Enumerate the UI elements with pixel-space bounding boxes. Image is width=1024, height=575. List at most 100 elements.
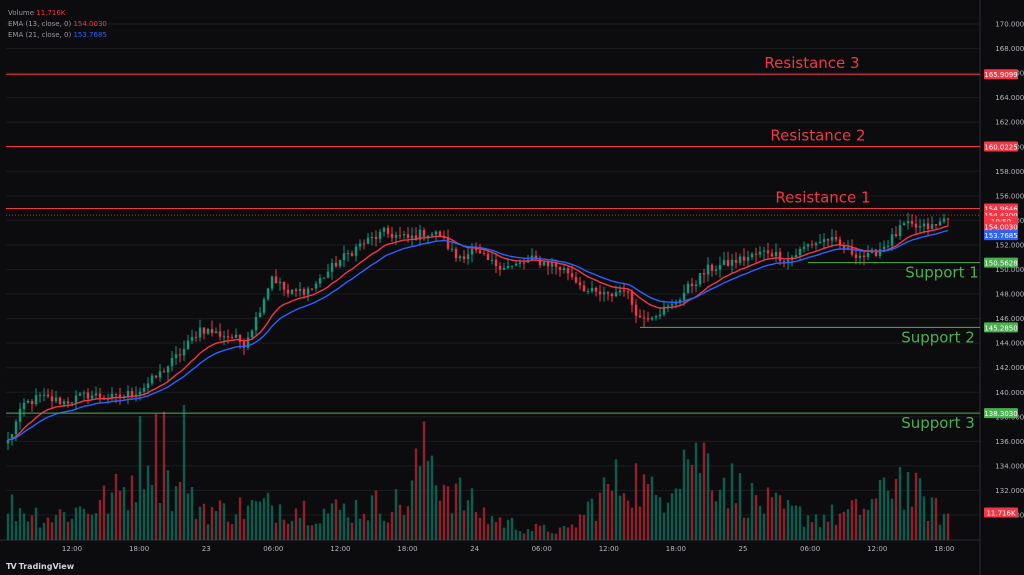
candle-body: [70, 402, 74, 404]
candle-body: [398, 235, 402, 237]
candle-body: [934, 224, 938, 226]
legend-ema-fast-value: 154.0030: [73, 20, 107, 28]
volume-bar: [442, 484, 446, 540]
candle-body: [206, 328, 210, 334]
candle-body: [330, 262, 334, 272]
candle-body: [194, 336, 198, 338]
volume-bar: [158, 503, 162, 540]
candle-body: [686, 283, 690, 293]
candle-body: [42, 394, 46, 396]
volume-bar: [218, 500, 222, 540]
volume-bar: [410, 480, 414, 540]
volume-bar: [222, 503, 226, 540]
volume-bar: [570, 524, 574, 540]
volume-bar: [366, 520, 370, 540]
candle-body: [78, 393, 82, 396]
candle-body: [406, 234, 410, 239]
volume-bar: [86, 513, 90, 540]
candle-body: [462, 256, 466, 259]
price-badge-bg: [984, 230, 1018, 241]
candle-body: [418, 229, 422, 240]
tradingview-name: TradingView: [18, 562, 75, 571]
volume-bar: [126, 510, 130, 540]
candle-body: [706, 264, 710, 275]
volume-bar: [306, 525, 310, 540]
volume-bar: [418, 466, 422, 540]
volume-bar: [6, 513, 10, 540]
volume-bar: [542, 524, 546, 540]
candle-body: [922, 223, 926, 227]
candle-body: [150, 375, 154, 384]
volume-bar: [814, 514, 818, 540]
volume-bar: [534, 523, 538, 540]
volume-bar: [538, 525, 542, 540]
legend-ema-fast[interactable]: EMA (13, close, 0) 154.0030: [8, 19, 107, 30]
candle-body: [906, 221, 910, 224]
ema-lines: [7, 225, 949, 441]
indicator-legend: Volume 11.716K EMA (13, close, 0) 154.00…: [8, 8, 107, 41]
volume-bar: [26, 521, 30, 540]
volume-bars: [6, 405, 950, 540]
legend-volume[interactable]: Volume 11.716K: [8, 8, 107, 19]
candle-body: [626, 291, 630, 293]
volume-bar: [262, 498, 266, 540]
level-label-resistance-3: Resistance 3: [764, 54, 859, 72]
candle-body: [674, 303, 678, 305]
volume-bar: [338, 509, 342, 540]
volume-bar: [346, 517, 350, 540]
candle-body: [498, 265, 502, 270]
candle-body: [634, 304, 638, 316]
tradingview-logo[interactable]: TV TradingView: [6, 562, 74, 571]
time-tick-label: 06:00: [800, 545, 820, 553]
volume-bar: [450, 513, 454, 540]
candle-body: [930, 224, 934, 230]
volume-bar: [938, 524, 942, 540]
candle-body: [238, 334, 242, 342]
volume-bar: [846, 509, 850, 540]
volume-bar: [42, 522, 46, 540]
candle-body: [942, 218, 946, 222]
volume-bar: [302, 500, 306, 540]
price-tick-label: 152.0000: [995, 241, 1024, 249]
volume-bar: [162, 411, 166, 540]
candle-body: [446, 237, 450, 249]
candle-body: [290, 289, 294, 294]
volume-bar: [214, 511, 218, 540]
candle-body: [714, 269, 718, 271]
volume-bar: [830, 504, 834, 540]
volume-bar: [546, 531, 550, 540]
candle-body: [230, 337, 234, 339]
candle-body: [850, 247, 854, 255]
volume-bar: [210, 507, 214, 540]
ema-21-line: [7, 229, 949, 441]
volume-bar: [478, 517, 482, 540]
volume-bar: [578, 514, 582, 540]
candle-body: [810, 244, 814, 246]
price-badge: 153.7685: [984, 232, 1017, 240]
level-price-badge-bg: [984, 408, 1018, 419]
volume-bar: [642, 474, 646, 540]
candle-body: [378, 231, 382, 239]
candle-body: [390, 233, 394, 238]
level-price-badge-bg: [984, 69, 1018, 80]
volume-bar: [438, 500, 442, 540]
volume-bar: [114, 473, 118, 540]
candle-body: [574, 277, 578, 283]
candle-body: [862, 255, 866, 257]
volume-bar: [902, 509, 906, 540]
volume-bar: [786, 499, 790, 540]
candle-body: [814, 243, 818, 246]
volume-bar: [574, 527, 578, 540]
candle-body: [710, 264, 714, 271]
volume-bar: [862, 508, 866, 540]
legend-ema-slow[interactable]: EMA (21, close, 0) 153.7685: [8, 30, 107, 41]
volume-bar: [362, 513, 366, 540]
candle-body: [682, 292, 686, 300]
candle-body: [598, 291, 602, 295]
volume-badge: 11.716K: [986, 510, 1015, 518]
volume-bar: [638, 506, 642, 540]
time-tick-label: 18:00: [129, 545, 149, 553]
candle-body: [50, 396, 54, 402]
volume-bar: [754, 495, 758, 540]
